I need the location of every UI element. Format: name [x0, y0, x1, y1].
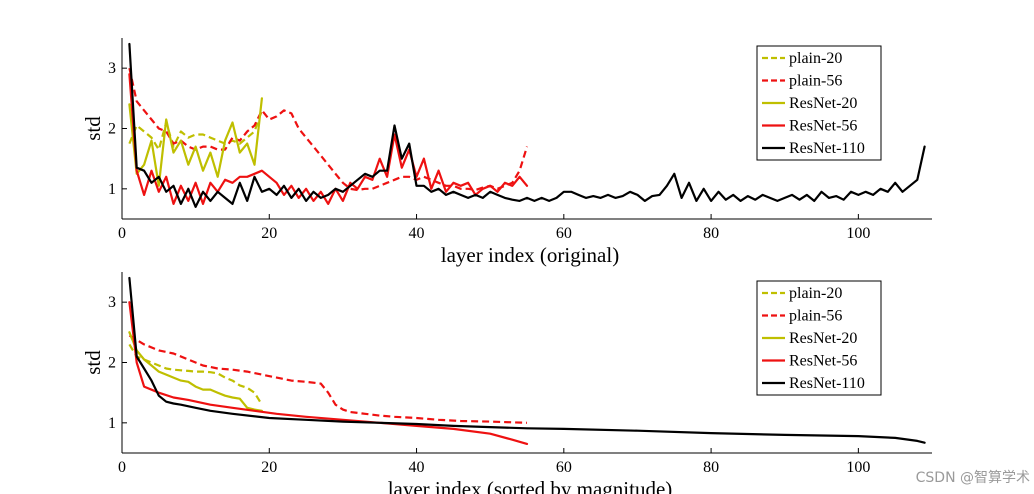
x-tick-label: 20 — [261, 225, 277, 242]
y-tick-label: 1 — [108, 181, 116, 198]
y-tick-label: 2 — [108, 121, 116, 138]
legend-label: ResNet-56 — [789, 118, 857, 135]
series-line-plain-20 — [128, 343, 263, 406]
y-axis-label: std — [81, 116, 105, 141]
legend-label: plain-20 — [789, 285, 842, 302]
y-tick-label: 1 — [108, 415, 116, 432]
x-tick-label: 60 — [556, 459, 572, 476]
y-tick-label: 3 — [108, 294, 116, 311]
x-tick-label: 0 — [118, 225, 126, 242]
series-line-resnet-56 — [128, 301, 529, 445]
series-line-resnet-110 — [128, 276, 926, 444]
legend-label: ResNet-110 — [789, 375, 865, 392]
x-axis-label: layer index (sorted by magnitude) — [388, 477, 673, 494]
y-axis-label: std — [81, 350, 105, 375]
series-line-plain-56 — [128, 334, 528, 424]
chart-sorted: 0 20 40 60 80 100 1 2 3 layer index (sorted by ma… — [81, 272, 932, 494]
watermark: CSDN @智算学术 — [916, 470, 1030, 486]
x-tick-label: 0 — [118, 459, 126, 476]
series-line-resnet-110 — [128, 42, 926, 208]
x-tick-label: 80 — [703, 459, 719, 476]
legend-label: ResNet-110 — [789, 140, 865, 157]
y-tick-label: 3 — [108, 60, 116, 77]
series-line-plain-20 — [128, 110, 263, 151]
x-tick-label: 40 — [409, 225, 425, 242]
y-tick-label: 2 — [108, 355, 116, 372]
series-group — [128, 276, 926, 445]
x-tick-label: 20 — [261, 459, 277, 476]
legend-label: plain-56 — [789, 73, 842, 90]
legend-label: ResNet-56 — [789, 353, 857, 370]
legend: plain-20 plain-56 ResNet-20 ResNet-56 ResNet… — [756, 280, 882, 396]
x-tick-label: 100 — [846, 225, 870, 242]
x-tick-label: 40 — [409, 459, 425, 476]
legend-label: ResNet-20 — [789, 95, 857, 112]
series-line-resnet-20 — [128, 331, 263, 412]
series-group — [128, 42, 926, 208]
legend: plain-20 plain-56 ResNet-20 ResNet-56 ResNet… — [756, 45, 882, 161]
series-line-plain-56 — [128, 67, 529, 192]
series-line-resnet-20 — [128, 97, 263, 187]
x-tick-label: 60 — [556, 225, 572, 242]
series-line-resnet-56 — [128, 73, 529, 205]
chart-original: 0 20 40 60 80 100 1 2 3 layer index (original) std… — [81, 38, 932, 267]
x-tick-label: 80 — [703, 225, 719, 242]
legend-label: plain-56 — [789, 308, 842, 325]
x-tick-label: 100 — [846, 459, 870, 476]
legend-label: plain-20 — [789, 50, 842, 67]
x-axis-label: layer index (original) — [441, 243, 619, 267]
legend-label: ResNet-20 — [789, 330, 857, 347]
